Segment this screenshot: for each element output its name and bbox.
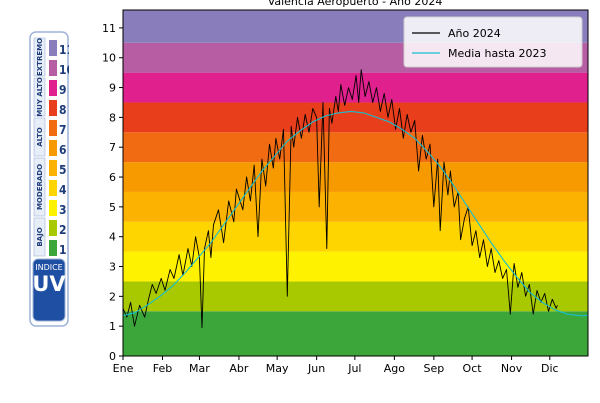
uv-band — [123, 191, 588, 222]
y-tick-label: 9 — [109, 82, 116, 95]
uv-level-swatch — [49, 240, 57, 256]
y-tick-label: 1 — [109, 320, 116, 333]
uv-level-swatch — [49, 60, 57, 76]
uv-level-number: 9 — [59, 83, 67, 97]
y-tick-label: 0 — [109, 350, 116, 363]
uv-level-number: 11+ — [59, 43, 69, 57]
uv-category-bar — [33, 37, 46, 77]
series-line-mean — [122, 110, 588, 317]
x-tick-label: Feb — [153, 362, 172, 375]
uv-level-number: 6 — [59, 143, 67, 157]
uv-badge — [32, 258, 66, 322]
plot-frame — [122, 9, 589, 357]
x-tick-label: Ene — [113, 362, 134, 375]
uv-band — [123, 311, 588, 356]
uv-level-number: 3 — [59, 203, 67, 217]
uv-level-number: 10 — [59, 63, 69, 77]
uv-level-swatch — [49, 140, 57, 156]
uv-level-number: 5 — [59, 163, 67, 177]
series-line-2024 — [122, 69, 558, 329]
chart-title: Valencia Aeropuerto - Año 2024 — [268, 0, 443, 8]
series-lines — [122, 69, 588, 329]
x-tick-label: Mar — [189, 362, 210, 375]
y-tick-label: 11 — [102, 22, 116, 35]
y-tick-label: 8 — [109, 111, 116, 124]
x-tick-label: Ago — [384, 362, 406, 375]
uv-category-bar — [33, 117, 46, 157]
x-axis: Ene Feb Mar Abr May Jun Jul Ago Sep Oct Nov Dic — [113, 356, 559, 375]
uv-category-label: ALTO — [36, 127, 44, 146]
y-tick-label: 7 — [109, 141, 116, 154]
uv-category-bar — [33, 217, 46, 257]
uv-level-swatch — [49, 160, 57, 176]
uv-badge-small-text: INDICE — [35, 263, 63, 272]
uv-band — [123, 132, 588, 163]
uv-level-swatch — [49, 40, 57, 56]
x-tick-label: Jun — [307, 362, 325, 375]
x-tick-label: Dic — [541, 362, 559, 375]
uv-category-label: EXTREMO — [36, 38, 44, 76]
legend-label: Media hasta 2023 — [448, 47, 547, 60]
y-axis: 0 1 2 3 4 5 6 7 8 9 10 11 — [102, 22, 123, 363]
legend-label: Año 2024 — [448, 27, 501, 40]
uv-level-number: 7 — [59, 123, 67, 137]
uv-badge-big-text: UV — [32, 272, 66, 296]
x-tick-label: Jul — [347, 362, 361, 375]
uv-band — [123, 102, 588, 133]
uv-level-swatch — [49, 100, 57, 116]
uv-level-number: 2 — [59, 223, 67, 237]
y-tick-label: 6 — [109, 171, 116, 184]
uv-category-label: MUY ALTO — [36, 77, 44, 117]
legend-box — [403, 16, 583, 68]
uv-level-swatch — [49, 120, 57, 136]
y-tick-label: 2 — [109, 290, 116, 303]
uv-category-label: MODERADO — [36, 164, 44, 210]
x-tick-label: Abr — [229, 362, 249, 375]
uv-level-number: 4 — [59, 183, 67, 197]
uv-level-swatch — [49, 220, 57, 236]
uv-category-bar — [33, 77, 46, 117]
uv-band — [123, 221, 588, 252]
y-tick-label: 3 — [109, 261, 116, 274]
uv-bands — [123, 10, 588, 356]
x-tick-label: Nov — [501, 362, 523, 375]
uv-band — [123, 162, 588, 192]
x-tick-label: Sep — [423, 362, 444, 375]
uv-level-swatch — [49, 80, 57, 96]
uv-level-number: 8 — [59, 103, 67, 117]
x-tick-label: May — [266, 362, 289, 375]
uv-level-number: 1 — [59, 243, 67, 257]
chart-legend: Año 2024 Media hasta 2023 — [403, 16, 583, 68]
uv-level-swatch — [49, 200, 57, 216]
uv-category-label: BAJO — [36, 227, 44, 246]
uv-level-swatch — [49, 180, 57, 196]
x-tick-label: Oct — [463, 362, 483, 375]
uv-category-bar — [33, 157, 46, 217]
y-tick-label: 10 — [102, 52, 116, 65]
y-tick-label: 5 — [109, 201, 116, 214]
y-tick-label: 4 — [109, 231, 116, 244]
